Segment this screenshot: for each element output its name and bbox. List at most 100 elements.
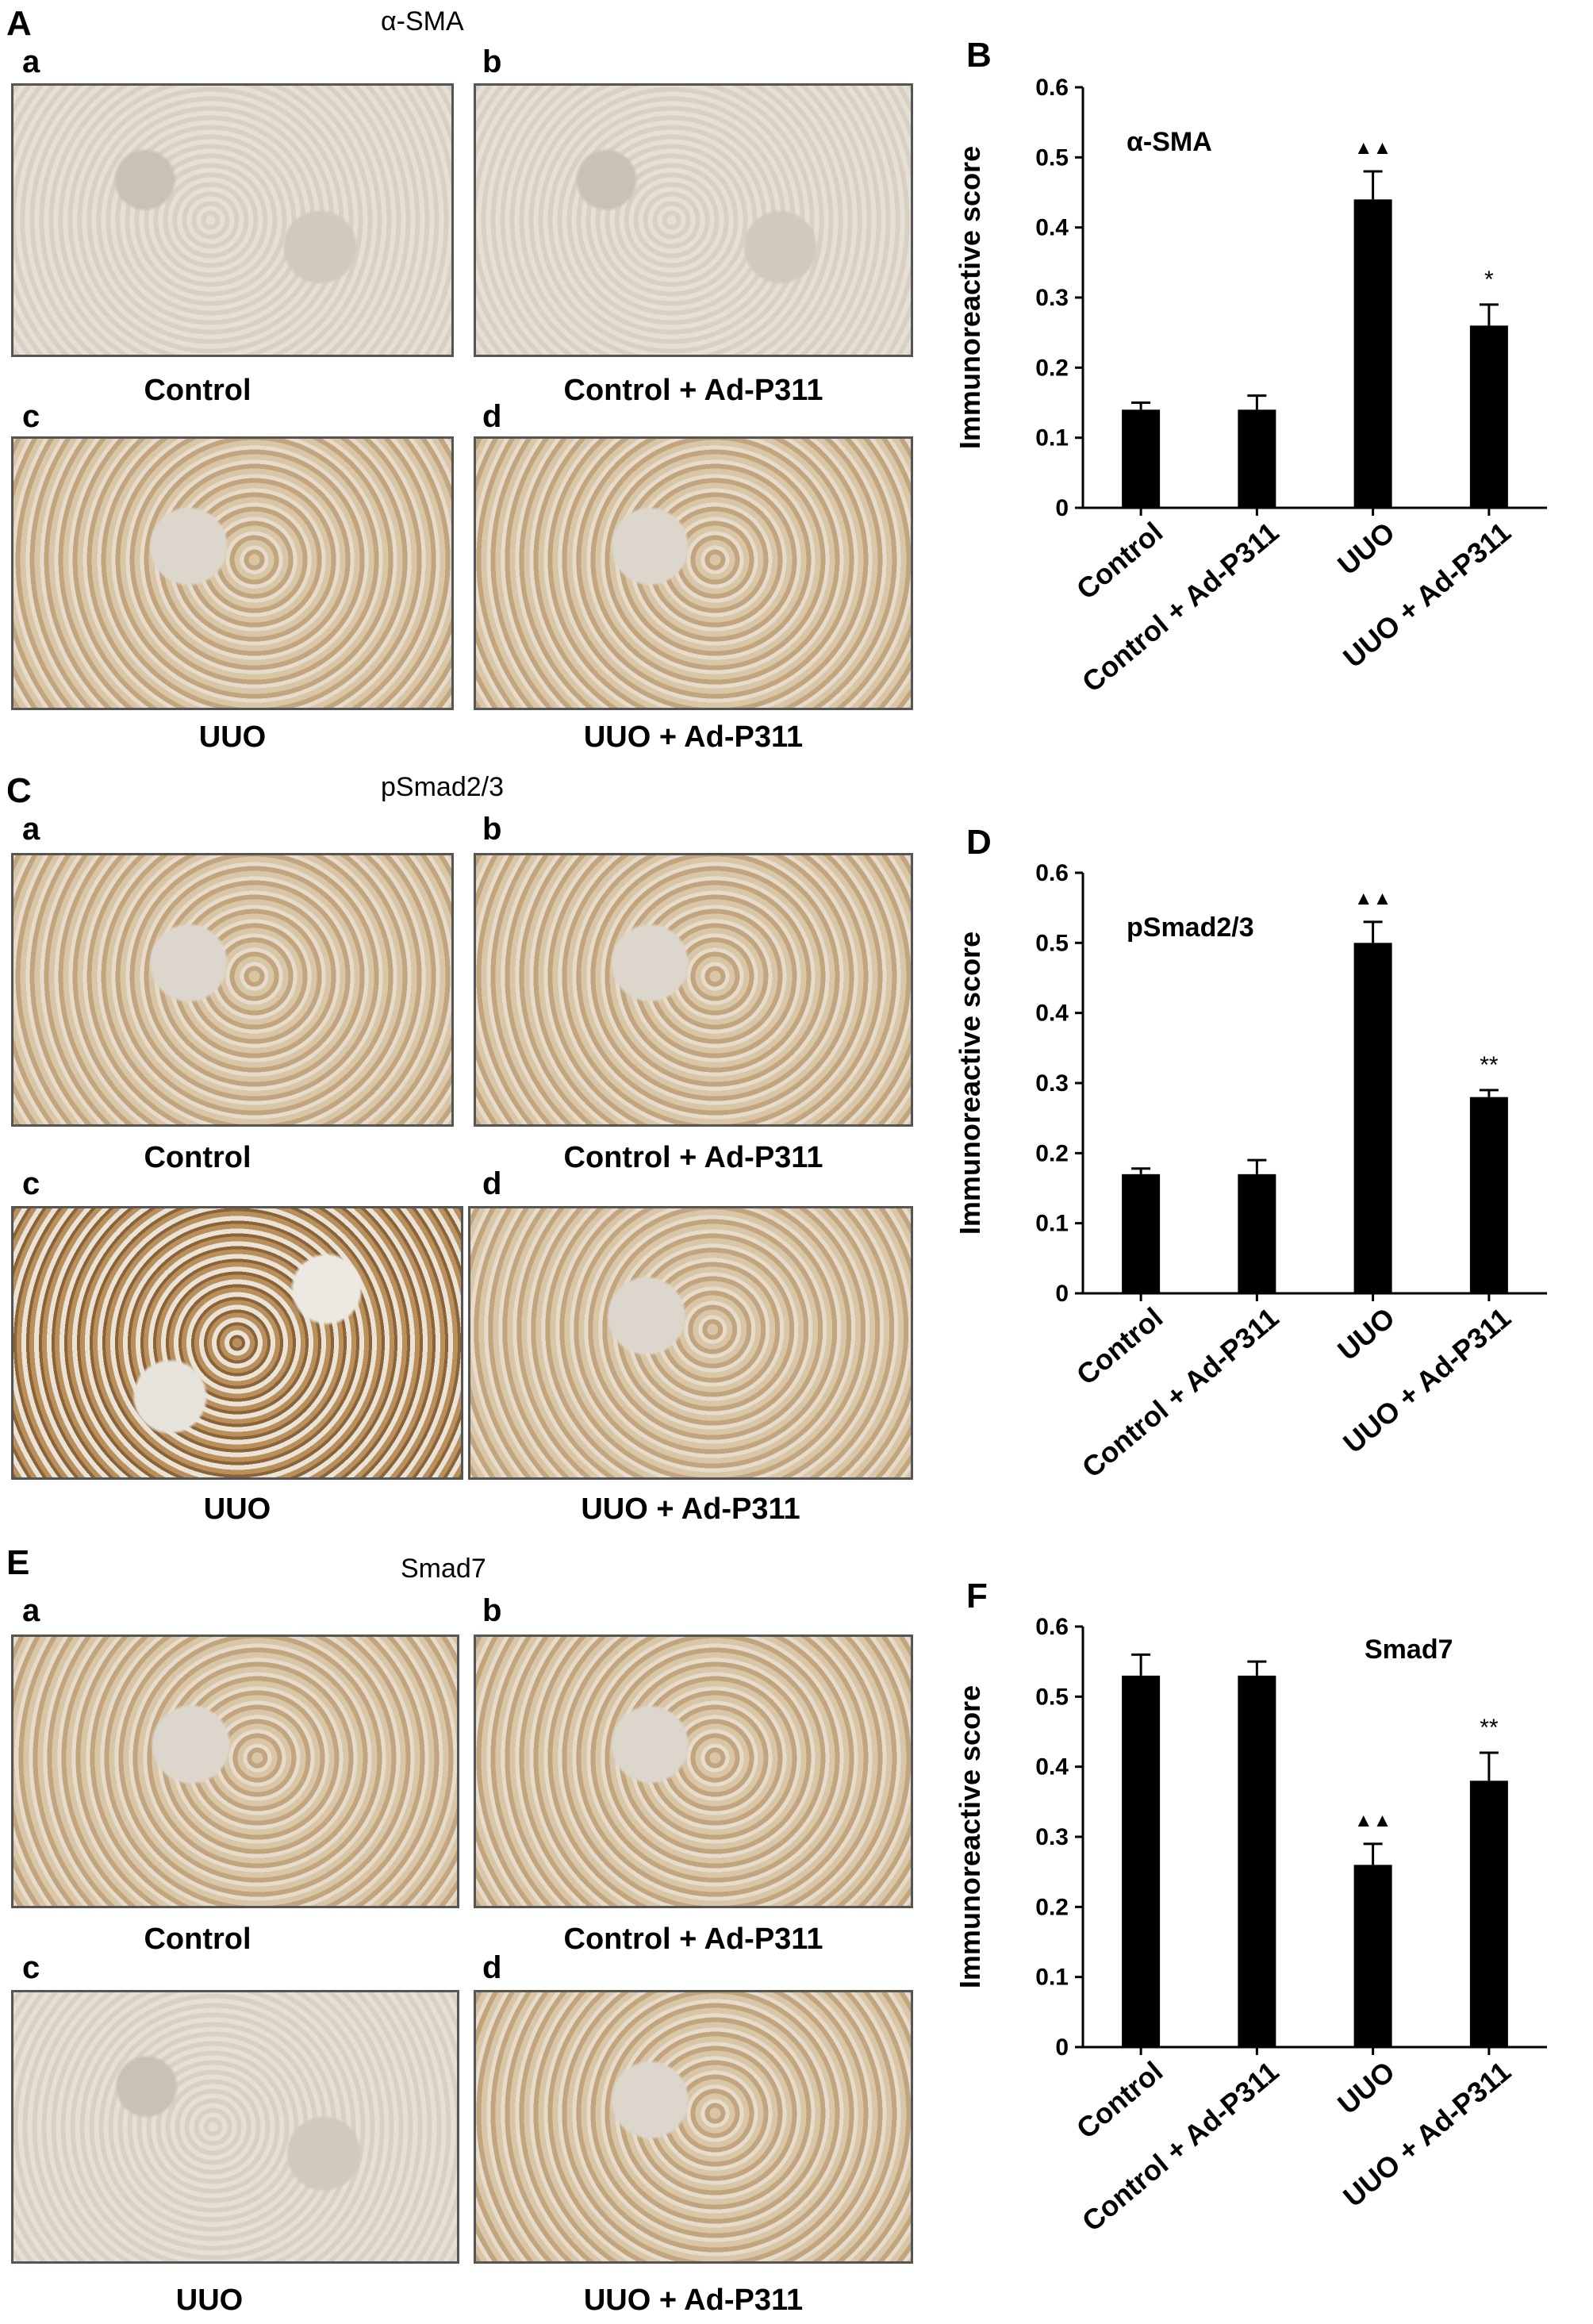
sub-letter: b	[482, 1593, 502, 1628]
y-tick-label: 0.5	[1035, 1684, 1069, 1710]
caption-control: Control	[144, 1923, 251, 1956]
sub-letter: b	[482, 44, 502, 79]
panel-letter-C: C	[6, 771, 32, 810]
micrograph-psmad23-control	[11, 853, 454, 1127]
sub-letter: d	[482, 1166, 502, 1201]
bar	[1469, 1780, 1508, 2047]
x-tick-label: UUO	[1331, 516, 1401, 582]
micrograph-a-sma-uuo-ad-p311	[474, 436, 913, 710]
bar-chart-smad7: Immunoreactive score 0 0.1 0.2 0.3 0.4 0.5 0.6 S…	[954, 1614, 1547, 2238]
sub-letter: a	[22, 1593, 40, 1628]
x-tick-label: Control	[1070, 2055, 1169, 2145]
x-tick-label: Control + Ad-P311	[1076, 1301, 1285, 1485]
sub-letter: b	[482, 812, 502, 847]
significance-marker: **	[1480, 1715, 1499, 1741]
micrograph-smad7-uuo-ad-p311	[474, 1990, 913, 2264]
y-tick-label: 0.1	[1035, 1211, 1069, 1237]
caption-control: Control	[144, 1141, 251, 1174]
sub-letter: d	[482, 1950, 502, 1985]
sub-letter: c	[22, 1950, 40, 1985]
y-tick-label: 0.4	[1035, 1754, 1069, 1780]
x-tick-label: Control	[1070, 516, 1169, 606]
y-tick-label: 0.3	[1035, 1824, 1069, 1850]
x-tick-label: Control + Ad-P311	[1076, 2055, 1285, 2238]
x-tick-label: Control	[1070, 1301, 1169, 1392]
bar	[1238, 1174, 1276, 1293]
caption-control-ad-p311: Control + Ad-P311	[563, 1141, 823, 1174]
y-tick-label: 0.2	[1035, 355, 1069, 381]
x-tick-label: UUO	[1331, 2055, 1401, 2121]
marker-title-a-sma: α-SMA	[381, 6, 464, 36]
caption-uuo-ad-p311: UUO + Ad-P311	[581, 1492, 800, 1526]
y-tick-label: 0.6	[1035, 1614, 1069, 1640]
caption-uuo: UUO	[198, 720, 267, 754]
marker-title-smad7: Smad7	[401, 1554, 486, 1584]
bar-chart-psmad23: Immunoreactive score 0 0.1 0.2 0.3 0.4 0.5 0.6 p…	[954, 860, 1547, 1485]
significance-marker: ▲▲	[1354, 137, 1392, 159]
y-tick-label: 0.3	[1035, 1070, 1069, 1097]
y-tick-label: 0.3	[1035, 285, 1069, 311]
y-tick-label: 0.5	[1035, 144, 1069, 171]
caption-control-ad-p311: Control + Ad-P311	[563, 374, 823, 407]
y-tick-label: 0	[1055, 2034, 1069, 2061]
y-tick-label: 0.2	[1035, 1140, 1069, 1166]
micrograph-smad7-uuo	[11, 1990, 459, 2264]
y-tick-label: 0.4	[1035, 1001, 1069, 1027]
bar	[1122, 1675, 1161, 2047]
micrograph-smad7-control-ad-p311	[474, 1634, 913, 1908]
bar	[1353, 199, 1392, 509]
caption-control-ad-p311: Control + Ad-P311	[563, 1923, 823, 1956]
sub-letter: d	[482, 399, 502, 434]
y-tick-label: 0	[1055, 495, 1069, 521]
bar	[1122, 1174, 1161, 1293]
micrograph-psmad23-uuo-ad-p311	[468, 1206, 913, 1480]
y-axis-label: Immunoreactive score	[954, 146, 986, 449]
x-tick-label: UUO	[1331, 1301, 1401, 1367]
sub-letter: a	[22, 44, 40, 79]
caption-control: Control	[144, 374, 251, 407]
caption-uuo: UUO	[203, 1492, 271, 1526]
y-tick-label: 0.6	[1035, 860, 1069, 886]
chart-title: pSmad2/3	[1127, 912, 1254, 943]
y-axis-label: Immunoreactive score	[954, 1685, 986, 1988]
bar	[1353, 1865, 1392, 2047]
panel-letter-E: E	[6, 1543, 30, 1582]
y-axis-label: Immunoreactive score	[954, 932, 986, 1235]
y-tick-label: 0.4	[1035, 215, 1069, 241]
caption-uuo: UUO	[175, 2284, 244, 2317]
sub-letter: a	[22, 812, 40, 847]
bar	[1469, 325, 1508, 508]
caption-uuo-ad-p311: UUO + Ad-P311	[583, 2284, 804, 2317]
y-tick-label: 0.6	[1035, 75, 1069, 101]
bar-chart-a-sma: Immunoreactive score 0 0.1 0.2 0.3 0.4 0.5 0.6 α…	[954, 75, 1547, 699]
bar	[1469, 1097, 1508, 1293]
micrograph-psmad23-uuo	[11, 1206, 463, 1480]
chart-title: Smad7	[1365, 1634, 1453, 1665]
significance-marker: ▲▲	[1354, 1810, 1392, 1831]
y-tick-label: 0.5	[1035, 930, 1069, 956]
micrograph-a-sma-control-ad-p311	[474, 83, 913, 357]
y-tick-label: 0.1	[1035, 425, 1069, 451]
sub-letter: c	[22, 1166, 40, 1201]
chart-title: α-SMA	[1127, 127, 1212, 157]
bar	[1238, 1675, 1276, 2047]
significance-marker: ▲▲	[1354, 888, 1392, 909]
micrograph-smad7-control	[11, 1634, 459, 1908]
bar	[1122, 409, 1161, 508]
panel-letter-F: F	[966, 1577, 988, 1615]
caption-uuo-ad-p311: UUO + Ad-P311	[583, 720, 804, 754]
y-tick-label: 0	[1055, 1281, 1069, 1307]
bar	[1238, 409, 1276, 508]
significance-marker: *	[1484, 267, 1494, 293]
significance-marker: **	[1480, 1052, 1499, 1078]
micrograph-a-sma-control	[11, 83, 454, 357]
panel-letter-B: B	[966, 36, 992, 75]
y-tick-label: 0.1	[1035, 1965, 1069, 1991]
micrograph-a-sma-uuo	[11, 436, 454, 710]
x-tick-label: Control + Ad-P311	[1076, 516, 1285, 699]
micrograph-psmad23-control-ad-p311	[474, 853, 913, 1127]
sub-letter: c	[22, 399, 40, 434]
panel-letter-D: D	[966, 823, 992, 862]
y-tick-label: 0.2	[1035, 1894, 1069, 1920]
bar	[1353, 943, 1392, 1293]
